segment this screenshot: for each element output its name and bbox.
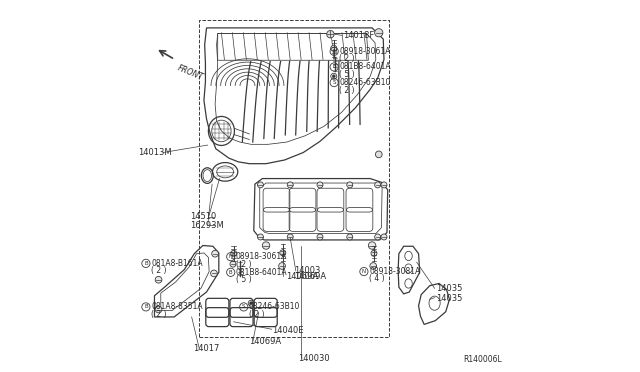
Text: 14013M: 14013M xyxy=(138,148,172,157)
Text: ( 5 ): ( 5 ) xyxy=(236,275,252,284)
Circle shape xyxy=(317,182,323,188)
Circle shape xyxy=(369,242,376,249)
Circle shape xyxy=(262,242,270,249)
Text: 14510: 14510 xyxy=(191,212,217,221)
Circle shape xyxy=(370,263,376,269)
Circle shape xyxy=(374,182,381,188)
Circle shape xyxy=(374,29,383,37)
Circle shape xyxy=(381,182,387,188)
Text: ( 2 ): ( 2 ) xyxy=(249,310,264,319)
Text: ( 2 ): ( 2 ) xyxy=(151,266,166,275)
Text: 14003: 14003 xyxy=(294,266,321,275)
Text: S: S xyxy=(332,80,336,85)
Text: 08918-3061A: 08918-3061A xyxy=(339,47,390,56)
Circle shape xyxy=(278,263,285,269)
Text: N: N xyxy=(228,254,233,259)
Circle shape xyxy=(257,234,264,240)
Text: 14069A: 14069A xyxy=(286,272,318,280)
Circle shape xyxy=(156,276,162,283)
Circle shape xyxy=(347,182,353,188)
Text: ( 2 ): ( 2 ) xyxy=(151,310,166,319)
Text: 14069A: 14069A xyxy=(294,272,326,280)
Circle shape xyxy=(156,306,162,313)
Text: 08246-63B10: 08246-63B10 xyxy=(339,78,390,87)
Circle shape xyxy=(257,182,264,188)
Circle shape xyxy=(381,234,387,240)
Text: ( 2 ): ( 2 ) xyxy=(339,86,355,94)
Circle shape xyxy=(212,250,218,257)
Text: 08918-3061A: 08918-3061A xyxy=(236,252,287,261)
Text: ( 2 ): ( 2 ) xyxy=(236,260,252,269)
Text: 140030: 140030 xyxy=(298,355,330,363)
Text: S: S xyxy=(242,304,246,310)
Text: 14018F: 14018F xyxy=(343,31,374,40)
Circle shape xyxy=(326,31,334,38)
Text: 081B8-6401A: 081B8-6401A xyxy=(236,268,287,277)
Text: 081A8-8351A: 081A8-8351A xyxy=(151,302,203,311)
Circle shape xyxy=(347,234,353,240)
Circle shape xyxy=(374,234,381,240)
Circle shape xyxy=(211,270,218,277)
Text: 14069A: 14069A xyxy=(250,337,282,346)
Circle shape xyxy=(250,302,253,305)
Text: ( 4 ): ( 4 ) xyxy=(369,275,385,283)
Text: B: B xyxy=(229,270,232,275)
Circle shape xyxy=(371,250,377,256)
Text: 08918-3081A: 08918-3081A xyxy=(369,267,420,276)
Circle shape xyxy=(230,261,236,267)
Circle shape xyxy=(332,75,335,78)
Text: ( 5 ): ( 5 ) xyxy=(339,70,355,79)
Circle shape xyxy=(376,151,382,158)
Text: 14040E: 14040E xyxy=(273,326,304,335)
Circle shape xyxy=(317,234,323,240)
Text: B: B xyxy=(332,64,336,70)
Text: 08246-63B10: 08246-63B10 xyxy=(249,302,300,311)
Circle shape xyxy=(287,234,293,240)
Text: B: B xyxy=(144,261,148,266)
Text: B: B xyxy=(144,304,148,310)
Text: 14035: 14035 xyxy=(436,294,463,303)
Text: ( 2 ): ( 2 ) xyxy=(339,54,355,63)
Text: N: N xyxy=(332,49,336,54)
Circle shape xyxy=(231,250,237,256)
Text: FRONT: FRONT xyxy=(176,63,205,82)
Circle shape xyxy=(287,182,293,188)
Text: 16293M: 16293M xyxy=(191,221,224,230)
Circle shape xyxy=(331,45,337,51)
Circle shape xyxy=(280,250,286,256)
Text: 14017: 14017 xyxy=(193,344,219,353)
Text: R140006L: R140006L xyxy=(463,355,502,364)
Text: 081A8-B161A: 081A8-B161A xyxy=(151,259,203,268)
Text: N: N xyxy=(362,269,366,274)
Text: 081B8-6401A: 081B8-6401A xyxy=(339,62,391,71)
Text: 14035: 14035 xyxy=(436,284,463,293)
